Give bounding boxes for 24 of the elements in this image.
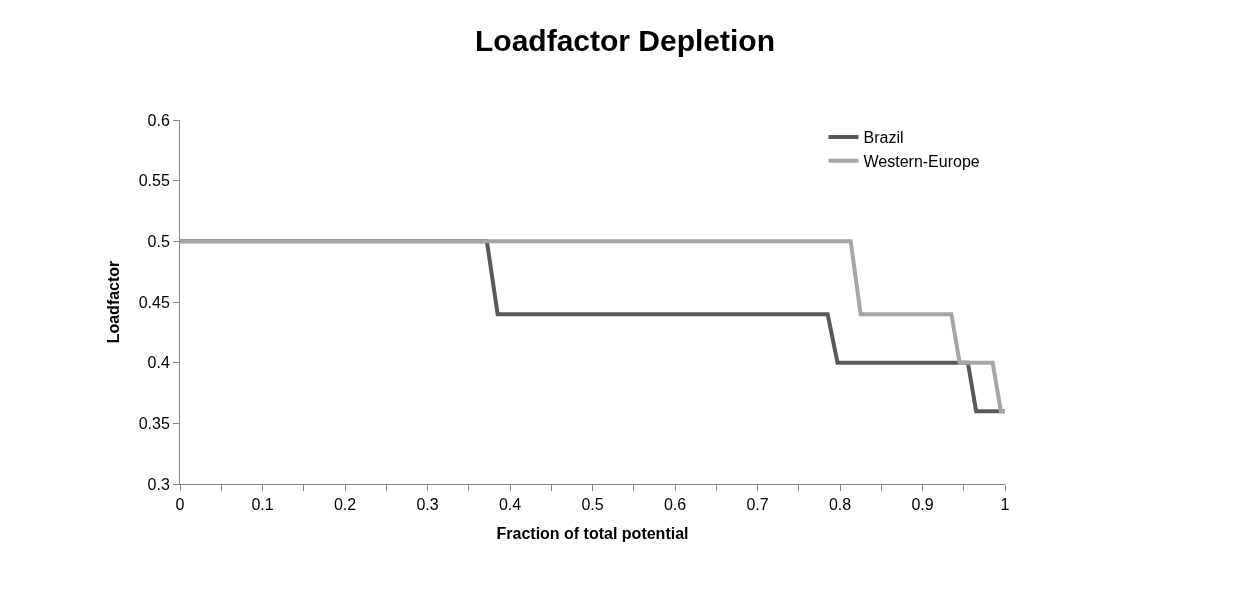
- y-tick-label: 0.35: [138, 414, 170, 432]
- x-tick-label: 0.9: [911, 496, 934, 514]
- y-tick-label: 0.55: [138, 172, 170, 190]
- x-tick-label: 0.2: [333, 496, 357, 514]
- x-tick-label: 0.3: [416, 496, 439, 514]
- chart-title: Loadfactor Depletion: [474, 23, 776, 57]
- y-tick-label: 0.5: [147, 232, 170, 250]
- x-tick-label: 1: [1000, 496, 1010, 514]
- line-series: [180, 239, 1005, 414]
- x-tick-label: 0.1: [251, 496, 274, 514]
- y-axis-title: Loadfactor: [104, 260, 122, 344]
- x-tick-label: 0.7: [746, 496, 769, 514]
- legend-label: Brazil: [863, 129, 904, 147]
- x-axis-title: Fraction of total potential: [496, 524, 689, 542]
- x-tick-label: 0.4: [498, 496, 522, 514]
- x-tick-label: 0.5: [581, 496, 604, 514]
- x-tick-label: 0.6: [663, 496, 687, 514]
- y-tick-label: 0.6: [147, 111, 170, 129]
- y-tick-label: 0.4: [147, 354, 170, 372]
- y-tick-label: 0.3: [147, 475, 170, 493]
- legend-label: Western-Europe: [863, 152, 980, 170]
- y-tick-label: 0.45: [138, 293, 170, 311]
- x-tick-label: 0.8: [828, 496, 852, 514]
- x-tick-label: 0: [175, 496, 185, 514]
